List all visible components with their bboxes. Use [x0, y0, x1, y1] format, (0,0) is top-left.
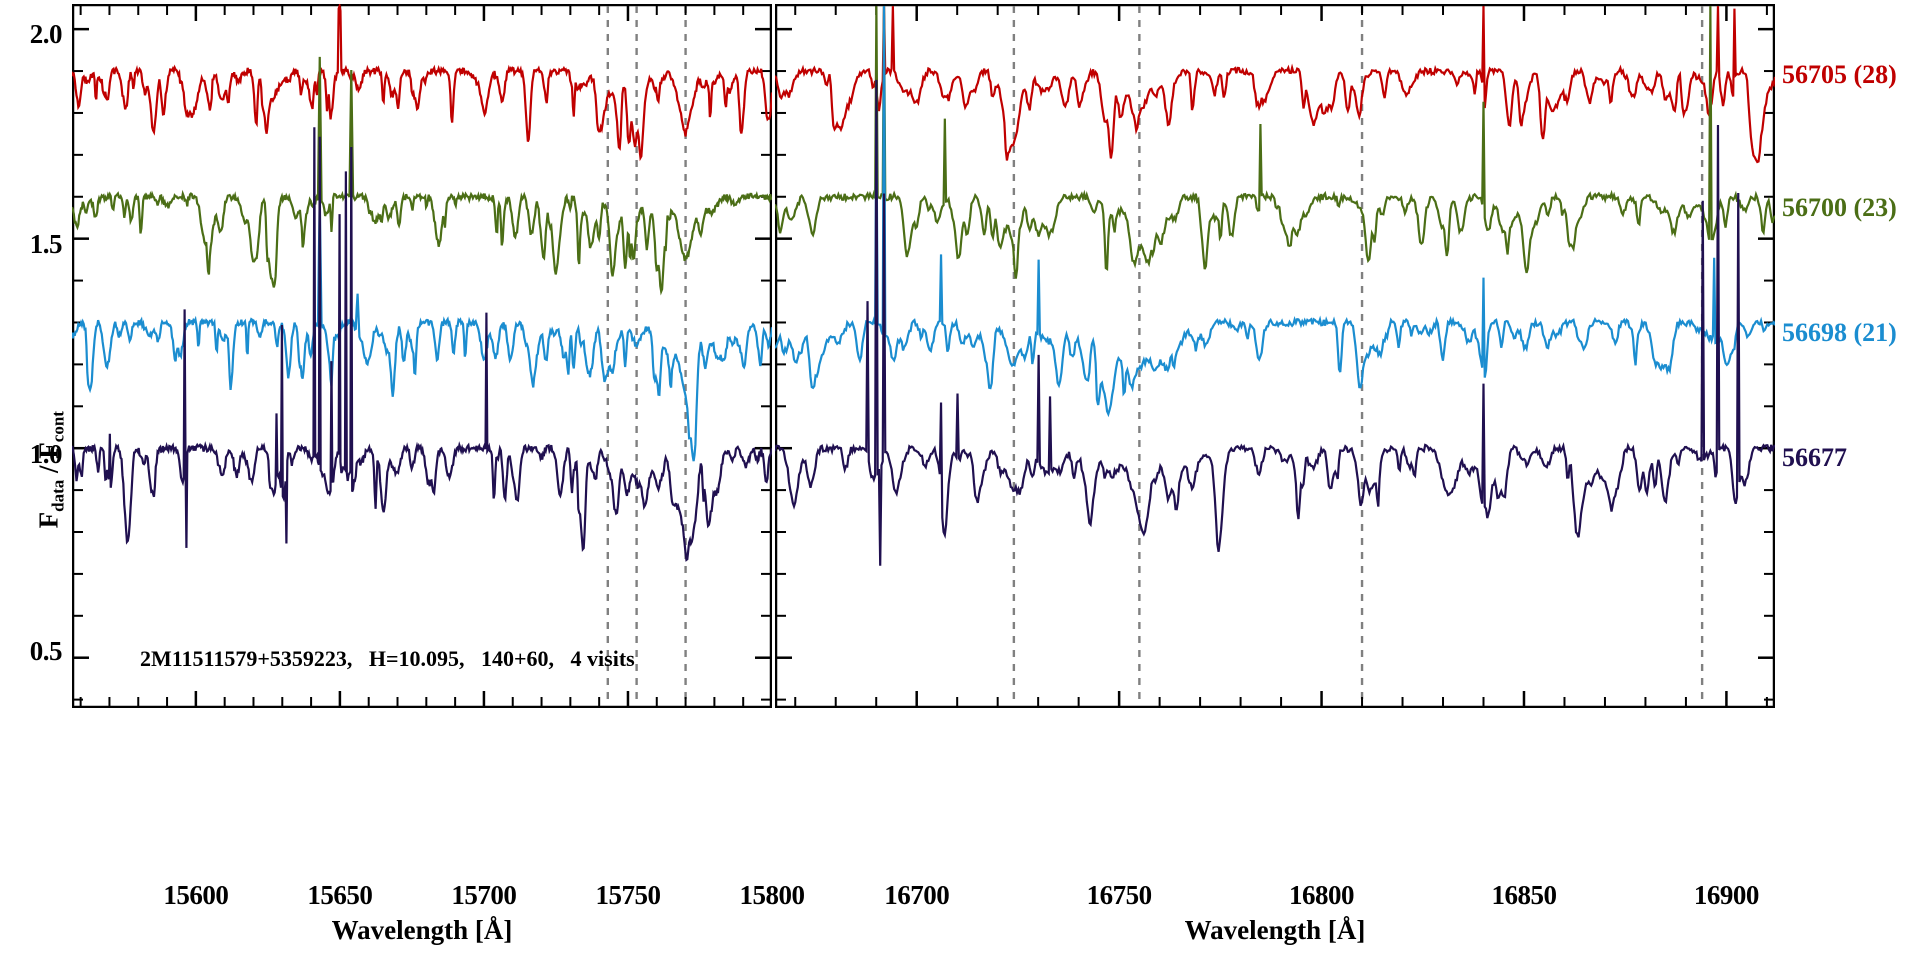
y-tick-label-2p0: 2.0 [29, 19, 63, 49]
left-panel [72, 4, 772, 708]
x-tick-label-16900: 16900 [1693, 880, 1760, 910]
series-label-56705: 56705 (28) [1782, 60, 1897, 89]
x-tick-label-15700: 15700 [451, 880, 517, 910]
right-panel [775, 4, 1775, 708]
y-tick-label-0p5: 0.5 [29, 636, 63, 666]
spectrum-line-56700 [72, 56, 772, 296]
spectrum-line-56698 [775, 6, 1775, 418]
x-tick-label-16850: 16850 [1491, 880, 1557, 910]
spectrum-line-56700 [775, 6, 1775, 279]
series-label-56700: 56700 (23) [1782, 193, 1897, 222]
spectrum-line-56677 [775, 79, 1775, 566]
x-tick-label-15800: 15800 [739, 880, 806, 910]
x-tick-label-15650: 15650 [307, 880, 373, 910]
series-label-56698: 56698 (21) [1782, 318, 1897, 347]
x-tick-label-16800: 16800 [1289, 880, 1355, 910]
right-panel-x-axis-title: Wavelength [Å] [1184, 915, 1366, 945]
y-tick-label-1p0: 1.0 [29, 439, 63, 469]
plot-frame [775, 4, 1775, 708]
y-tick-label-1p5: 1.5 [29, 229, 63, 259]
x-tick-label-15750: 15750 [595, 880, 661, 910]
spectrum-line-56705 [775, 6, 1775, 164]
right-panel-plot [775, 4, 1775, 708]
left-panel-x-axis-title: Wavelength [Å] [331, 915, 513, 945]
x-tick-label-16750: 16750 [1086, 880, 1153, 910]
x-tick-label-15600: 15600 [163, 880, 229, 910]
x-tick-label-16700: 16700 [884, 880, 950, 910]
left-panel-plot [72, 4, 772, 708]
plot-frame [72, 4, 772, 708]
series-label-56677: 56677 [1782, 443, 1847, 472]
target-annotation: 2M11511579+5359223, H=10.095, 140+60, 4 … [140, 646, 635, 671]
spectrum-line-56698 [72, 199, 772, 462]
spectrum-line-56705 [72, 4, 772, 162]
spectrum-line-56677 [72, 127, 772, 562]
